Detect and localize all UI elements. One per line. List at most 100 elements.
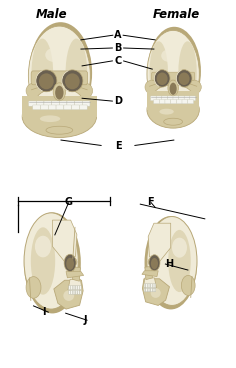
Ellipse shape: [147, 216, 197, 305]
Ellipse shape: [187, 80, 201, 94]
FancyBboxPatch shape: [71, 286, 72, 290]
Polygon shape: [68, 279, 81, 294]
Ellipse shape: [151, 288, 161, 298]
FancyBboxPatch shape: [149, 284, 151, 287]
Ellipse shape: [66, 258, 74, 270]
FancyBboxPatch shape: [148, 284, 149, 287]
Polygon shape: [66, 272, 84, 278]
Text: Male: Male: [35, 8, 67, 21]
Ellipse shape: [26, 83, 43, 99]
FancyBboxPatch shape: [69, 286, 70, 290]
Text: J: J: [83, 315, 87, 325]
FancyBboxPatch shape: [188, 99, 194, 104]
FancyBboxPatch shape: [182, 99, 188, 104]
Ellipse shape: [29, 22, 92, 124]
FancyBboxPatch shape: [44, 101, 52, 106]
Polygon shape: [142, 271, 158, 276]
FancyBboxPatch shape: [152, 72, 195, 80]
Ellipse shape: [161, 50, 176, 62]
FancyBboxPatch shape: [146, 288, 148, 292]
Ellipse shape: [159, 109, 174, 114]
FancyBboxPatch shape: [154, 284, 156, 287]
Ellipse shape: [36, 88, 83, 113]
FancyBboxPatch shape: [165, 99, 171, 104]
FancyBboxPatch shape: [71, 290, 72, 294]
Text: F: F: [148, 197, 154, 207]
FancyBboxPatch shape: [33, 105, 41, 110]
Ellipse shape: [46, 126, 73, 134]
Ellipse shape: [149, 255, 160, 271]
Ellipse shape: [144, 216, 197, 309]
Ellipse shape: [176, 70, 192, 87]
Ellipse shape: [22, 96, 97, 138]
Ellipse shape: [40, 116, 60, 122]
FancyBboxPatch shape: [148, 288, 149, 292]
FancyBboxPatch shape: [59, 101, 67, 106]
Ellipse shape: [178, 41, 197, 102]
Polygon shape: [145, 266, 152, 280]
Ellipse shape: [28, 26, 90, 125]
Ellipse shape: [63, 290, 74, 301]
Ellipse shape: [31, 39, 53, 108]
Text: A: A: [114, 30, 122, 40]
Ellipse shape: [26, 277, 41, 298]
FancyBboxPatch shape: [151, 96, 156, 101]
Ellipse shape: [145, 80, 159, 94]
FancyBboxPatch shape: [159, 99, 165, 104]
Text: G: G: [65, 197, 73, 207]
Ellipse shape: [76, 83, 93, 99]
FancyBboxPatch shape: [67, 101, 75, 106]
FancyBboxPatch shape: [78, 286, 80, 290]
FancyBboxPatch shape: [152, 288, 154, 292]
Ellipse shape: [168, 230, 191, 292]
Ellipse shape: [53, 83, 66, 101]
Polygon shape: [148, 223, 171, 263]
Text: H: H: [165, 259, 174, 269]
FancyBboxPatch shape: [184, 96, 190, 101]
FancyBboxPatch shape: [144, 284, 146, 287]
Polygon shape: [148, 259, 160, 266]
Text: E: E: [115, 141, 121, 151]
FancyBboxPatch shape: [75, 101, 82, 106]
Ellipse shape: [24, 212, 81, 314]
FancyBboxPatch shape: [144, 288, 146, 292]
Ellipse shape: [147, 31, 199, 118]
Ellipse shape: [64, 254, 76, 272]
Ellipse shape: [39, 73, 54, 89]
Polygon shape: [72, 267, 80, 281]
Ellipse shape: [181, 275, 195, 296]
FancyBboxPatch shape: [72, 286, 74, 290]
FancyBboxPatch shape: [80, 105, 87, 110]
Ellipse shape: [31, 227, 55, 295]
FancyBboxPatch shape: [36, 101, 44, 106]
Ellipse shape: [150, 41, 168, 102]
FancyBboxPatch shape: [48, 105, 56, 110]
FancyBboxPatch shape: [64, 105, 72, 110]
FancyBboxPatch shape: [41, 105, 48, 110]
FancyBboxPatch shape: [82, 101, 90, 106]
FancyBboxPatch shape: [29, 101, 36, 106]
Polygon shape: [65, 259, 77, 267]
FancyBboxPatch shape: [176, 99, 182, 104]
FancyBboxPatch shape: [179, 96, 184, 101]
Bar: [22, 96, 97, 117]
FancyBboxPatch shape: [76, 286, 78, 290]
FancyBboxPatch shape: [56, 105, 64, 110]
Polygon shape: [142, 279, 169, 305]
Text: B: B: [114, 43, 122, 53]
Ellipse shape: [147, 92, 199, 128]
FancyBboxPatch shape: [76, 290, 78, 294]
Ellipse shape: [148, 27, 201, 116]
Ellipse shape: [35, 236, 51, 257]
FancyBboxPatch shape: [72, 105, 80, 110]
Ellipse shape: [168, 80, 178, 96]
FancyBboxPatch shape: [162, 96, 168, 101]
Polygon shape: [144, 278, 156, 291]
FancyBboxPatch shape: [167, 96, 173, 101]
FancyBboxPatch shape: [190, 96, 196, 101]
Ellipse shape: [153, 85, 193, 107]
Ellipse shape: [55, 86, 63, 100]
Polygon shape: [54, 280, 83, 309]
Ellipse shape: [157, 72, 168, 85]
Ellipse shape: [172, 238, 187, 258]
